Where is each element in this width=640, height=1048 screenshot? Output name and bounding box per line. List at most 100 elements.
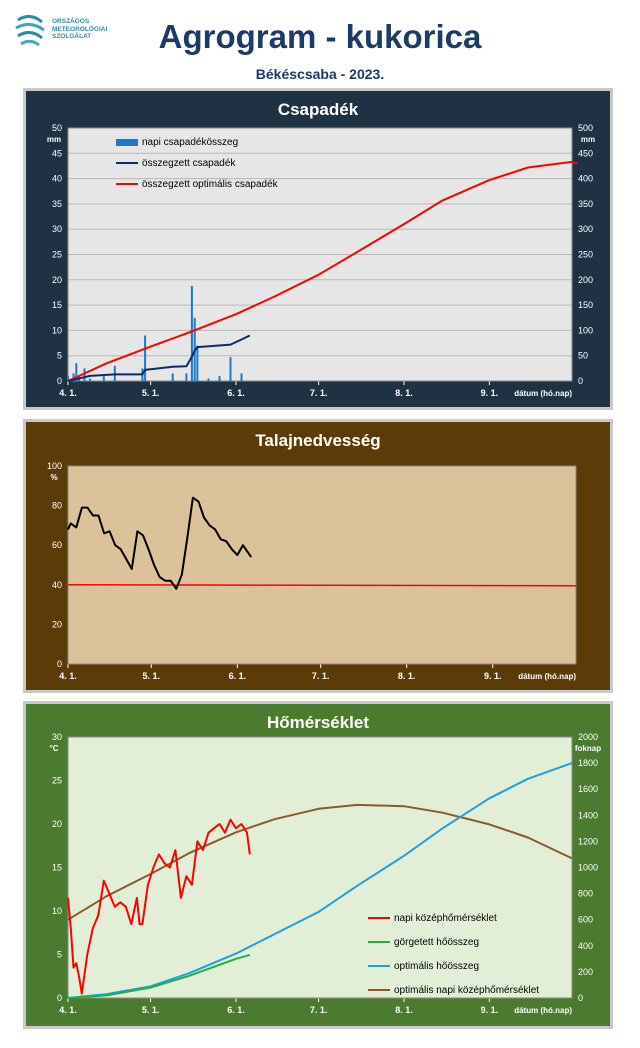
y2-tick-label: 1600	[578, 784, 598, 794]
temperature-panel: Hőmérséklet 0 5 10 15 20 25 30 °C 0 200 400 600 800 10…	[23, 701, 613, 1029]
y-tick-label: 25	[52, 250, 62, 260]
y-tick-label: 35	[52, 199, 62, 209]
y-tick-label: 30	[52, 224, 62, 234]
y2-tick-label: 500	[578, 123, 593, 133]
y2-tick-label: 600	[578, 915, 593, 925]
y-tick-label: 30	[52, 732, 62, 742]
precip-bar	[190, 285, 193, 381]
y-tick-label: 10	[52, 325, 62, 335]
x-axis-label: dátum (hó.nap)	[514, 389, 572, 398]
x-tick-label: 5. 1.	[143, 671, 161, 681]
precipitation-chart: Csapadék 0 5 10 15 20 25 30 35 40 45 50 mm 0 50 100 150 2…	[47, 100, 595, 398]
precipitation-panel: Csapadék 0 5 10 15 20 25 30 35 40 45 50 mm 0 50 100 150 2…	[23, 88, 613, 410]
chart-title: Csapadék	[278, 100, 359, 119]
y2-tick-label: 200	[578, 967, 593, 977]
legend-label: napi csapadékösszeg	[142, 137, 238, 148]
x-tick-label: 4. 1.	[59, 388, 77, 398]
x-tick-label: 5. 1.	[142, 1005, 160, 1015]
precip-bar	[72, 373, 75, 381]
cumulative-precip-line	[67, 334, 251, 382]
y2-tick-label: 150	[578, 300, 593, 310]
legend-label: optimális hőösszeg	[394, 961, 479, 972]
y-tick-label: 10	[52, 906, 62, 916]
optimal-precip-line	[67, 160, 578, 382]
precip-bar	[171, 373, 174, 381]
logo-mark-icon	[15, 15, 45, 47]
y2-tick-label: 1400	[578, 810, 598, 820]
temperature-chart: Hőmérséklet 0 5 10 15 20 25 30 °C 0 200 400 600 800 10…	[50, 713, 602, 1015]
legend-swatch	[116, 139, 138, 146]
y-tick-label: 5	[57, 950, 62, 960]
x-tick-label: 9. 1.	[481, 1005, 499, 1015]
legend-label: optimális napi középhőmérséklet	[394, 985, 539, 996]
soil-moisture-panel: Talajnedvesség 0 20 40 60 80 100% 4. 1. 5. 1. 6. …	[23, 419, 613, 693]
y2-tick-label: 2000	[578, 732, 598, 742]
daily-mean-temp-line	[67, 818, 251, 995]
legend-label: összegzett optimális csapadék	[142, 179, 279, 190]
y2-tick-label: 1800	[578, 758, 598, 768]
y2-tick-label: 1000	[578, 863, 598, 873]
y-tick-label: 0	[57, 376, 62, 386]
x-tick-label: 8. 1.	[395, 388, 413, 398]
precip-bar	[185, 373, 188, 381]
precip-bar	[240, 373, 243, 381]
x-tick-label: 6. 1.	[227, 388, 245, 398]
x-tick-label: 5. 1.	[142, 388, 160, 398]
y-tick-label: 15	[52, 300, 62, 310]
precip-bar	[218, 375, 221, 381]
plot-border	[67, 127, 573, 382]
chart-title: Hőmérséklet	[267, 713, 369, 732]
precip-bar	[67, 375, 69, 381]
precip-bar	[102, 375, 105, 381]
legend-label: napi középhőmérséklet	[394, 913, 497, 924]
logo-line-2: METEOROLÓGIAI	[52, 25, 108, 33]
x-tick-label: 9. 1.	[481, 388, 499, 398]
soil-moisture-chart: Talajnedvesség 0 20 40 60 80 100% 4. 1. 5. 1. 6. …	[47, 431, 577, 681]
x-tick-label: 8. 1.	[398, 671, 416, 681]
y-tick-label: 80	[52, 501, 62, 511]
y-tick-label: 45	[52, 148, 62, 158]
x-axis-label: dátum (hó.nap)	[518, 672, 576, 681]
x-tick-label: 6. 1.	[229, 671, 247, 681]
soil-moisture-line	[67, 496, 253, 590]
y2-tick-label: 250	[578, 250, 593, 260]
chart-title: Talajnedvesség	[255, 431, 380, 450]
y2-tick-label: 800	[578, 889, 593, 899]
x-tick-label: 7. 1.	[310, 388, 328, 398]
precip-bar	[207, 378, 210, 381]
y-tick-label: 40	[52, 580, 62, 590]
y2-tick-label: 0	[578, 376, 583, 386]
y2-tick-label: 300	[578, 224, 593, 234]
logo-line-3: SZOLGÁLAT	[52, 33, 92, 41]
soil-threshold-line	[67, 584, 577, 587]
y-tick-label: 15	[52, 863, 62, 873]
logo-text: ORSZÁGOS METEOROLÓGIAI SZOLGÁLAT	[52, 18, 107, 41]
y-tick-label: 50	[52, 123, 62, 133]
plot-border	[67, 465, 577, 665]
rolling-heat-sum-line	[67, 953, 251, 999]
legend-label: összegzett csapadék	[142, 158, 236, 169]
y2-tick-label: 400	[578, 941, 593, 951]
plot-border	[67, 736, 573, 999]
y2-tick-label: 50	[578, 351, 588, 361]
y2-tick-label: 1200	[578, 836, 598, 846]
y-tick-label: 25	[52, 776, 62, 786]
precip-bar	[196, 345, 199, 381]
y2-tick-label: 450	[578, 148, 593, 158]
page-subtitle: Békéscsaba - 2023.	[255, 66, 385, 82]
y2-axis-unit: mm	[581, 135, 595, 144]
y-tick-label: 40	[52, 174, 62, 184]
precip-bar	[229, 357, 232, 381]
y-tick-label: 20	[52, 819, 62, 829]
optimal-heat-sum-line	[67, 762, 573, 999]
y-tick-label: 60	[52, 540, 62, 550]
y-axis-unit: %	[50, 473, 57, 482]
precip-bar	[144, 335, 147, 381]
y-tick-label: 100	[47, 461, 62, 471]
x-tick-label: 6. 1.	[227, 1005, 245, 1015]
x-tick-label: 7. 1.	[312, 671, 330, 681]
omsz-logo: ORSZÁGOS METEOROLÓGIAI SZOLGÁLAT	[12, 14, 122, 50]
y2-tick-label: 0	[578, 993, 583, 1003]
x-tick-label: 9. 1.	[484, 671, 502, 681]
y-tick-label: 5	[57, 351, 62, 361]
